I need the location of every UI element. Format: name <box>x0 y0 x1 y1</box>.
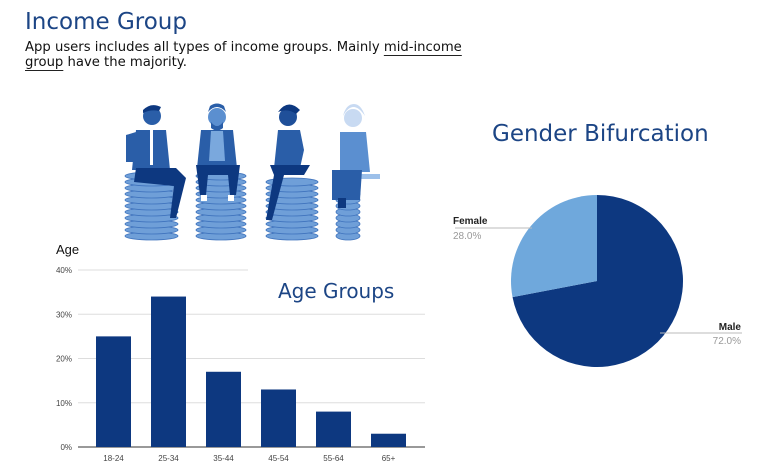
description-text: App users includes all types of income g… <box>25 40 384 55</box>
coin-icon <box>350 174 380 179</box>
bar-45-54 <box>261 389 296 447</box>
pie-slice-male <box>512 195 684 367</box>
bar-55-64 <box>316 411 351 447</box>
bar-35-44 <box>206 371 241 447</box>
bar-18-24 <box>96 336 131 447</box>
female-label: Female <box>453 216 488 227</box>
x-tick-label: 35-44 <box>213 454 234 463</box>
x-tick-label: 55-64 <box>323 454 344 463</box>
y-tick-label: 0% <box>60 443 72 452</box>
female-percent: 28.0% <box>453 231 481 242</box>
gender-chart-title: Gender Bifurcation <box>492 121 709 147</box>
y-tick-label: 20% <box>56 355 72 364</box>
male-percent: 72.0% <box>713 336 741 347</box>
person-elderly-icon <box>332 104 370 208</box>
bar-65+ <box>371 433 406 447</box>
x-tick-label: 18-24 <box>103 454 124 463</box>
age-chart-title: Age Groups <box>278 279 395 303</box>
page-title: Income Group <box>25 9 187 35</box>
person-woman-icon <box>266 104 310 220</box>
y-tick-label: 10% <box>56 399 72 408</box>
x-tick-label: 45-54 <box>268 454 289 463</box>
y-tick-label: 30% <box>56 310 72 319</box>
page-description: App users includes all types of income g… <box>25 40 465 70</box>
person-suit-icon <box>126 105 186 218</box>
bar-25-34 <box>151 296 186 447</box>
pie-slice-female <box>511 195 597 298</box>
male-label: Male <box>719 322 742 333</box>
y-axis-label: Age <box>56 242 79 257</box>
x-tick-label: 65+ <box>382 454 396 463</box>
description-text-end: have the majority. <box>63 55 187 70</box>
person-bearded-icon <box>196 103 240 201</box>
y-tick-label: 40% <box>56 266 72 275</box>
x-tick-label: 25-34 <box>158 454 179 463</box>
description-highlight: mid-income group <box>25 40 462 70</box>
